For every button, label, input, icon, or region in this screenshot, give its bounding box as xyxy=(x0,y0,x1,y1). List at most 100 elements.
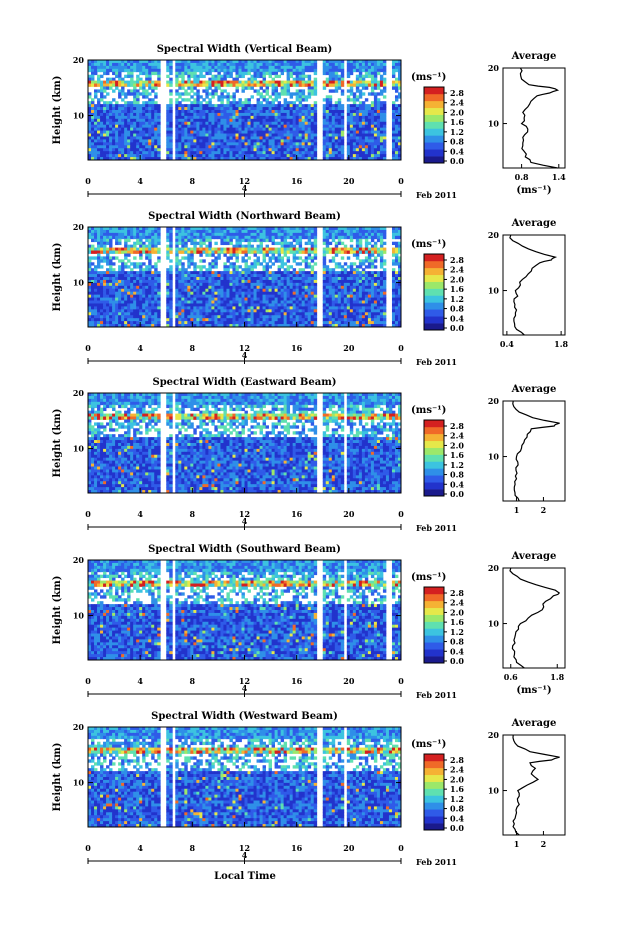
colorbar-tick-label: 0.4 xyxy=(450,813,464,823)
time-tick-label: 12 xyxy=(239,343,250,353)
profile-unit-label: (ms⁻¹) xyxy=(516,685,551,696)
colorbar-tick-label: 2.8 xyxy=(450,255,464,265)
time-tick-label: 0 xyxy=(398,676,404,686)
colorbar-tick-label: 2.0 xyxy=(450,607,464,617)
time-tick-label: 0 xyxy=(85,676,91,686)
profile-width-tick-label: 2 xyxy=(541,505,547,515)
time-tick-label: 4 xyxy=(137,343,143,353)
beam-panel-1: Spectral Width (Vertical Beam) 10 20 Height… xyxy=(52,44,566,200)
time-tick-label: 4 xyxy=(137,509,143,519)
colorbar-tick-label: 0.8 xyxy=(450,637,464,647)
time-tick-label: 0 xyxy=(398,343,404,353)
time-tick-label: 0 xyxy=(85,843,91,853)
profile-height-tick-label: 10 xyxy=(488,786,500,796)
height-axis-label: Height (km) xyxy=(52,243,63,312)
colorbar: 0.00.40.81.21.62.02.42.8 xyxy=(423,586,464,666)
average-title: Average xyxy=(511,718,557,729)
profile-height-tick-label: 10 xyxy=(488,119,500,129)
time-tick-label: 12 xyxy=(239,843,250,853)
time-tick-label: 12 xyxy=(239,676,250,686)
time-tick-label: 16 xyxy=(291,676,303,686)
height-tick-label: 10 xyxy=(73,111,85,121)
average-profile: 10 20 1 2 xyxy=(488,396,566,515)
colorbar-tick-label: 1.6 xyxy=(450,784,464,794)
time-tick-label: 8 xyxy=(190,509,196,519)
colorbar-tick-label: 2.0 xyxy=(450,274,464,284)
height-axis-label: Height (km) xyxy=(52,743,63,812)
colorbar-tick-label: 0.0 xyxy=(450,823,464,833)
spectral-width-heatmap xyxy=(88,560,401,660)
height-tick-label: 20 xyxy=(73,722,85,732)
time-tick-label: 8 xyxy=(190,176,196,186)
average-title: Average xyxy=(511,384,557,395)
height-axis-label: Height (km) xyxy=(52,409,63,478)
time-tick-label: 4 xyxy=(137,843,143,853)
average-title: Average xyxy=(511,551,557,562)
day-tick-label: 4 xyxy=(242,683,248,693)
colorbar-tick-label: 2.4 xyxy=(450,98,464,108)
profile-width-tick-label: 1 xyxy=(514,839,520,849)
time-tick-label: 12 xyxy=(239,509,250,519)
colorbar-tick-label: 1.6 xyxy=(450,284,464,294)
time-tick-label: 12 xyxy=(239,176,250,186)
colorbar-tick-label: 2.8 xyxy=(450,421,464,431)
colorbar-tick-label: 2.4 xyxy=(450,598,464,608)
colorbar-tick-label: 0.8 xyxy=(450,470,464,480)
colorbar-tick-label: 0.4 xyxy=(450,646,464,656)
colorbar-tick-label: 2.8 xyxy=(450,88,464,98)
time-tick-label: 20 xyxy=(343,509,355,519)
colorbar-tick-label: 1.2 xyxy=(450,794,464,804)
spectral-width-heatmap xyxy=(88,60,401,160)
colorbar: 0.00.40.81.21.62.02.42.8 xyxy=(423,86,464,166)
profile-width-tick-label: 0.8 xyxy=(515,172,529,182)
profile-width-tick-label: 1 xyxy=(514,505,520,515)
day-tick-label: 4 xyxy=(242,350,248,360)
colorbar-unit-label: (ms⁻¹) xyxy=(411,739,446,750)
colorbar-tick-label: 1.2 xyxy=(450,627,464,637)
colorbar-tick-label: 2.0 xyxy=(450,107,464,117)
local-time-axis-label: Local Time xyxy=(214,871,276,882)
profile-height-tick-label: 20 xyxy=(488,63,500,73)
average-profile: 10 20 0.4 1.8 xyxy=(488,230,569,349)
date-label: Feb 2011 xyxy=(416,690,457,700)
average-profile-line xyxy=(512,734,560,836)
colorbar-tick-label: 1.6 xyxy=(450,617,464,627)
average-profile: 10 20 0.8 1.4(ms⁻¹) xyxy=(488,63,566,196)
time-tick-label: 8 xyxy=(190,843,196,853)
profile-unit-label: (ms⁻¹) xyxy=(516,185,551,196)
day-tick-label: 4 xyxy=(242,183,248,193)
height-axis-label: Height (km) xyxy=(52,576,63,645)
average-title: Average xyxy=(511,51,557,62)
time-tick-label: 16 xyxy=(291,509,303,519)
profile-height-tick-label: 10 xyxy=(488,452,500,462)
beam-panel-5: Spectral Width (Westward Beam)1020Height… xyxy=(52,711,566,867)
colorbar-tick-label: 0.4 xyxy=(450,313,464,323)
colorbar-tick-label: 1.2 xyxy=(450,460,464,470)
beam-panel-3: Spectral Width (Eastward Beam)1020Height… xyxy=(52,377,566,533)
time-tick-label: 20 xyxy=(343,343,355,353)
beam-panel-2: Spectral Width (Northward Beam) 10 20 Heigh… xyxy=(52,211,569,367)
profile-height-tick-label: 10 xyxy=(488,286,500,296)
colorbar-tick-label: 2.0 xyxy=(450,774,464,784)
profile-height-tick-label: 10 xyxy=(488,619,500,629)
heatmap-title: Spectral Width (Westward Beam) xyxy=(151,711,338,722)
colorbar-tick-label: 0.4 xyxy=(450,479,464,489)
colorbar-tick-label: 0.0 xyxy=(450,156,464,166)
time-tick-label: 4 xyxy=(137,676,143,686)
height-tick-label: 10 xyxy=(73,611,85,621)
profile-width-tick-label: 0.4 xyxy=(500,339,514,349)
average-profile: 10 20 0.6 1.8 (ms⁻¹) xyxy=(488,563,566,696)
colorbar: 0.00.40.81.21.62.02.42.8 xyxy=(423,253,464,333)
height-tick-label: 20 xyxy=(73,222,85,232)
average-profile: 10 20 1 2 xyxy=(488,730,566,849)
time-tick-label: 16 xyxy=(291,843,303,853)
spectral-width-heatmap xyxy=(88,227,401,327)
height-tick-label: 10 xyxy=(73,444,85,454)
colorbar-unit-label: (ms⁻¹) xyxy=(411,239,446,250)
profile-width-tick-label: 1.8 xyxy=(554,339,568,349)
height-tick-label: 10 xyxy=(73,778,85,788)
height-tick-label: 20 xyxy=(73,55,85,65)
time-tick-label: 8 xyxy=(190,343,196,353)
colorbar-tick-label: 0.8 xyxy=(450,804,464,814)
